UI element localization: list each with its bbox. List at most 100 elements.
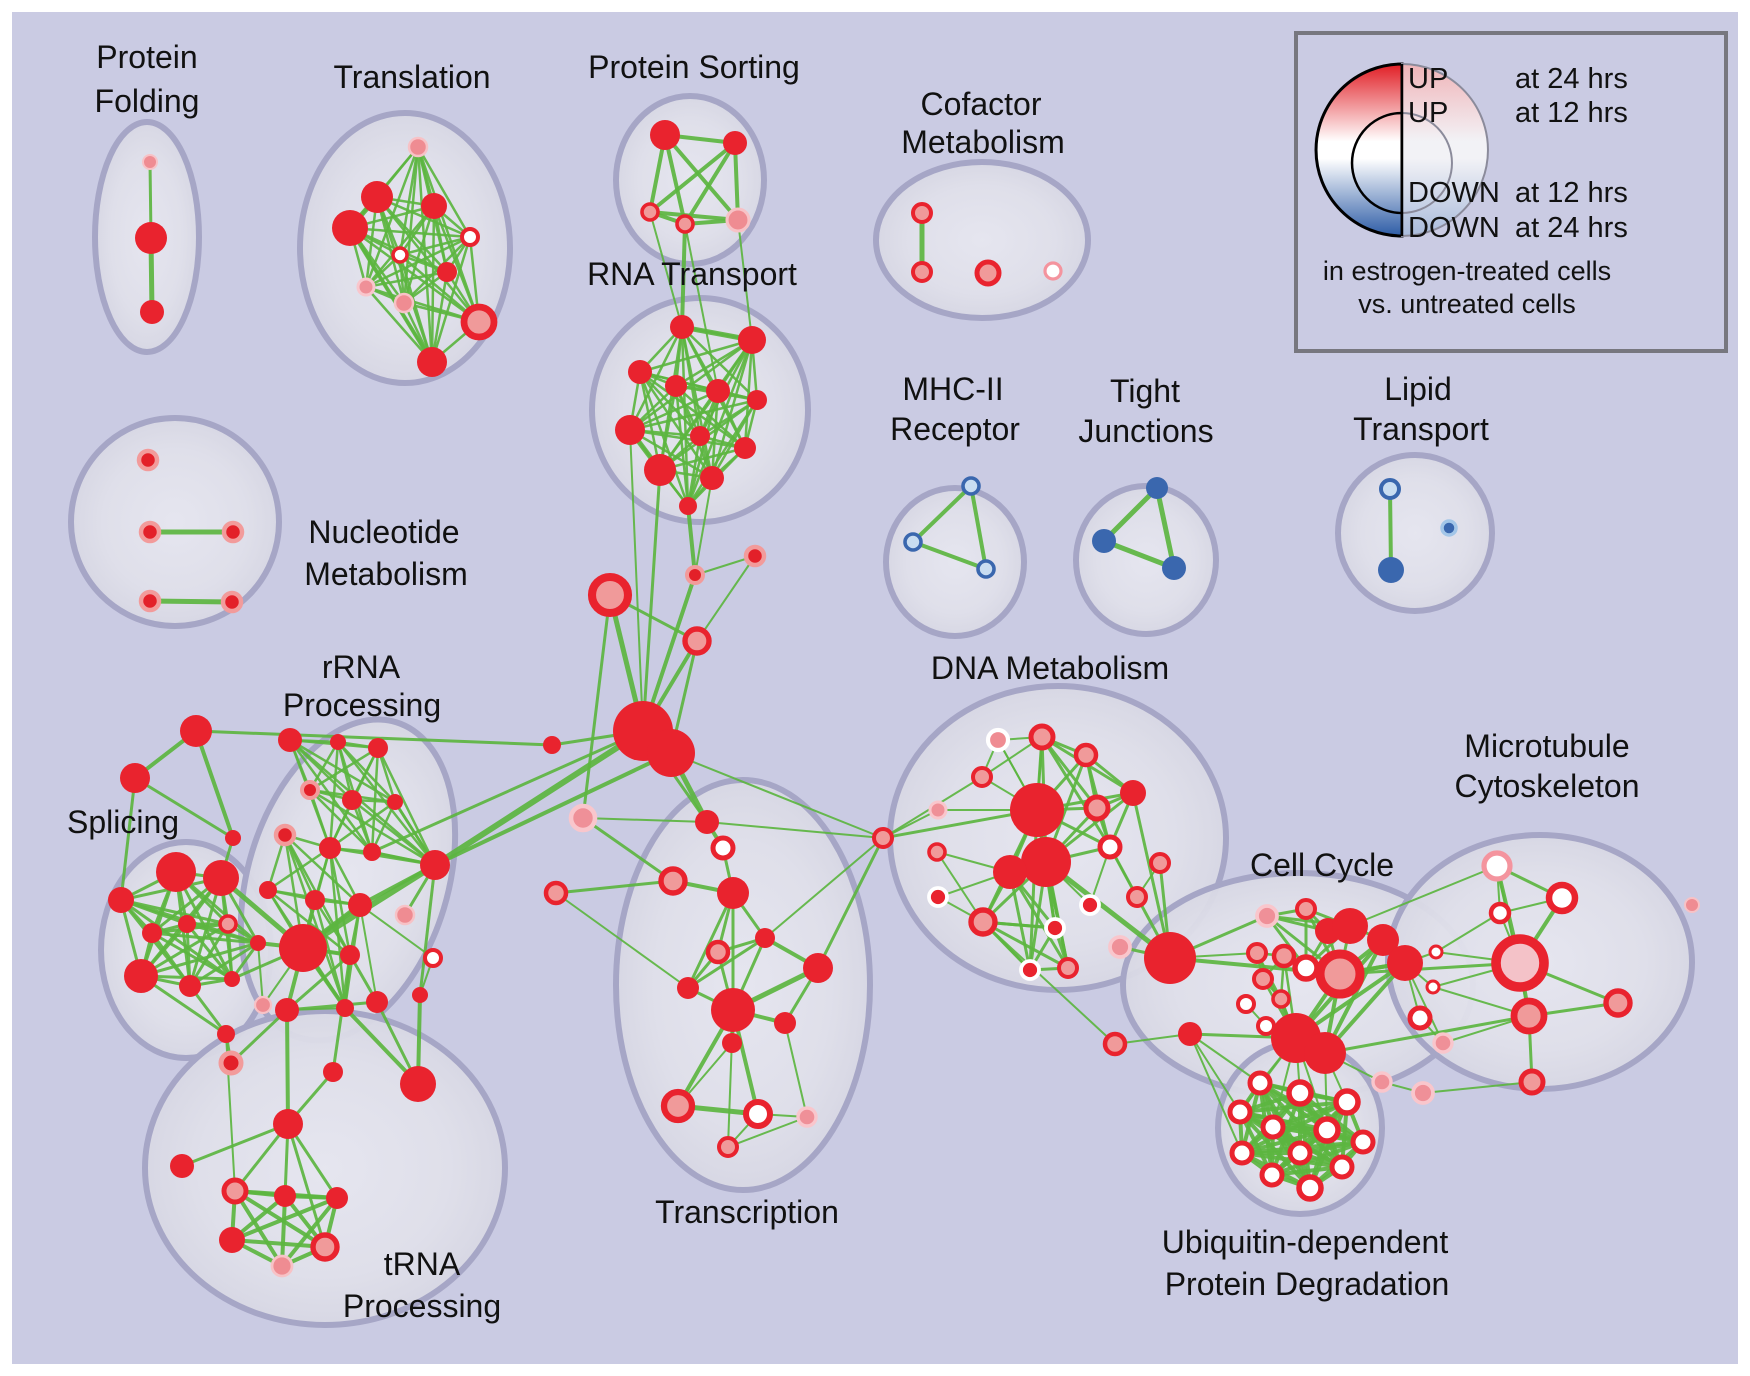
gene-node-w13 [310,1232,340,1262]
cluster-label-tight-junctions-line1: Tight [1110,373,1180,409]
edge-sp7-sp10 [139,941,260,978]
legend-row-2-direction: UP [1408,97,1448,129]
cluster-label-microtubule-cytoskeleton-line2: Cytoskeleton [1455,768,1640,804]
gene-node-x16 [568,803,598,833]
edge-rt7-h1 [629,429,644,732]
gene-node-rr10 [363,843,381,861]
gene-node-x2 [710,835,736,861]
legend-row-1-time: at 24 hrs [1515,63,1628,95]
edge-q17-q18 [1114,1033,1191,1045]
gene-node-t3 [421,193,447,219]
edge-x14-x15 [727,1116,808,1148]
gene-node-n4 [138,589,162,613]
gene-node-d3 [1073,742,1099,768]
gene-node-q12 [1256,1016,1276,1036]
gene-node-sp1 [156,852,196,892]
edge-d2-d14 [1040,735,1112,849]
gene-node-x4 [717,877,749,909]
gene-node-p1 [650,120,680,150]
edge-p3-p5 [648,210,740,222]
gene-node-q11 [1236,994,1256,1014]
gene-node-q21 [1411,1081,1435,1105]
gene-node-t6 [391,246,409,264]
gene-node-rt6 [747,390,767,410]
gene-node-rr5 [300,780,320,800]
legend-row-1-direction: UP [1408,63,1448,95]
edge-sp3-sp6 [119,898,230,926]
gene-node-d18 [1126,886,1148,908]
gene-node-d6 [872,827,894,849]
edge-rt1-rt11 [680,325,714,480]
edge-x5-x7 [686,936,767,990]
cluster-label-splicing-line1: Splicing [67,804,179,840]
edge-h1-rr10 [370,729,645,854]
gene-node-w6 [366,991,388,1013]
edge-x16-x1 [582,817,708,823]
gene-node-d1 [985,727,1011,753]
gene-node-w12 [219,1227,245,1253]
gene-node-j2 [1092,529,1116,553]
edge-d11-d22 [1008,870,1070,970]
gene-node-d13 [927,886,949,908]
gene-node-s2 [120,763,150,793]
cluster-ellipse-mhc-ii-receptor [883,485,1027,639]
gene-node-q8 [1315,949,1365,999]
gene-node-m2 [903,532,923,552]
gene-node-v11 [1518,1068,1546,1096]
gene-node-x12 [660,1088,696,1124]
legend-glyph-inner-right-arc [1401,112,1453,214]
gene-node-t7 [437,262,457,282]
cluster-label-translation-line1: Translation [333,59,490,95]
gene-node-d5 [928,800,948,820]
gene-node-d12 [927,842,947,862]
gene-node-u5 [1260,1114,1286,1140]
gene-node-q7 [1292,954,1320,982]
cluster-label-ubiquitin-degradation-line1: Ubiquitin-dependent [1162,1224,1449,1260]
edge-rt6-rt7 [628,398,759,432]
gene-node-x13 [743,1099,773,1129]
edge-q17-u1 [1189,1033,1261,1084]
edge-rr21-rr11 [418,863,437,997]
gene-node-c4 [1043,261,1063,281]
cluster-label-mhc-ii-receptor-line1: MHC-II [902,371,1003,407]
edge-h2-d6 [670,752,884,839]
gene-node-x5 [755,928,775,948]
cluster-label-protein-folding-line1: Protein [96,39,197,75]
edge-p2-p5 [733,141,740,222]
gene-node-rt10 [644,454,676,486]
legend-caption-line1: in estrogen-treated cells [1323,256,1611,286]
gene-node-rt11 [700,466,724,490]
edge-rr17-rr14 [359,904,434,959]
edge-w2-w13 [286,1122,327,1249]
gene-node-t1 [407,136,429,158]
cluster-label-cofactor-metabolism-line2: Metabolism [901,124,1065,160]
edge-sp6-sp8 [188,922,230,988]
gene-node-q6 [1271,943,1297,969]
gene-node-u12 [1296,1174,1324,1202]
edge-rt2-rt4 [674,338,754,388]
gene-node-n5 [220,590,244,614]
edge-sp2-sp8 [188,876,223,988]
gene-node-q19 [1432,1032,1454,1054]
legend-row-4-direction: DOWN [1408,212,1500,244]
gene-node-q15 [1367,924,1399,956]
gene-node-s3 [225,830,241,846]
edge-h2-rr11 [433,751,673,867]
gene-node-p4 [675,214,695,234]
gene-node-d7 [1120,780,1146,806]
cluster-ellipse-nucleotide-metabolism [68,415,282,629]
gene-node-c3 [974,259,1002,287]
gene-node-d17 [1079,894,1101,916]
gene-node-n2 [138,520,162,544]
edge-w2-w4 [285,1008,290,1126]
gene-node-rt1 [670,315,694,339]
gene-node-v3 [1488,901,1512,925]
edge-t1-t5 [416,145,472,239]
edge-j1-j2 [1101,485,1160,544]
gene-node-u1 [1247,1070,1273,1096]
edge-v4-v3 [1435,912,1501,953]
gene-node-u3 [1333,1088,1361,1116]
gene-node-rr17 [423,948,443,968]
edge-j1-j3 [1154,485,1177,571]
